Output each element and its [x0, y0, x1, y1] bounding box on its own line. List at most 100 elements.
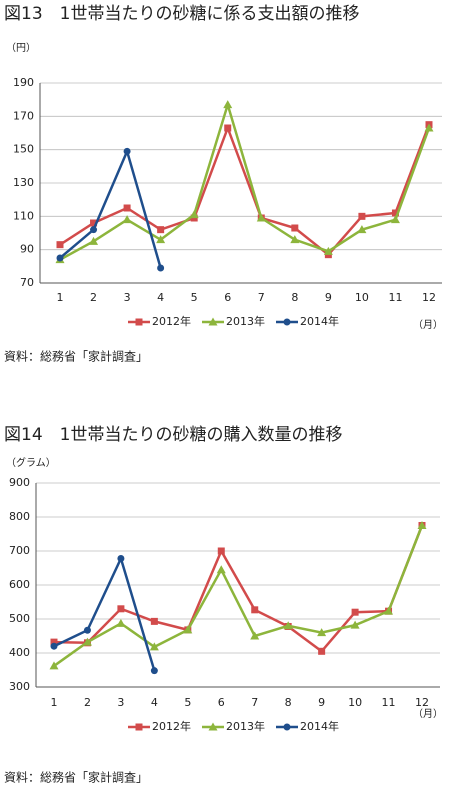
marker	[256, 213, 266, 222]
marker	[357, 225, 367, 234]
y-tick-label: 600	[9, 578, 30, 591]
legend-label: 2013年	[226, 314, 265, 328]
marker	[216, 565, 226, 574]
series-line	[59, 100, 431, 261]
marker	[223, 100, 233, 109]
y-tick-label: 900	[9, 476, 30, 489]
x-tick-label: 7	[258, 291, 265, 304]
marker	[149, 642, 159, 651]
marker	[251, 606, 259, 614]
x-tick-label: 1	[57, 291, 64, 304]
marker	[390, 215, 400, 224]
marker	[49, 661, 59, 670]
marker	[116, 618, 126, 627]
marker	[317, 628, 327, 637]
x-tick-label: 11	[382, 696, 396, 709]
marker	[50, 642, 58, 650]
marker	[189, 210, 199, 219]
legend-marker	[283, 318, 291, 326]
x-axis-label: （月）	[413, 708, 443, 720]
marker	[323, 246, 333, 255]
marker	[90, 226, 98, 234]
marker	[157, 264, 165, 272]
y-tick-label: 70	[20, 276, 34, 289]
x-tick-label: 8	[285, 696, 292, 709]
source: 資料：総務省「家計調査」	[4, 770, 148, 785]
series-line	[59, 124, 431, 257]
y-tick-label: 300	[9, 680, 30, 693]
x-tick-label: 5	[191, 291, 198, 304]
legend-marker	[135, 318, 143, 326]
marker	[122, 215, 132, 224]
marker	[123, 147, 131, 155]
series-line	[53, 554, 156, 672]
legend-label: 2012年	[152, 314, 191, 328]
y-tick-label: 130	[13, 176, 34, 189]
marker	[351, 608, 359, 616]
x-tick-label: 3	[117, 696, 124, 709]
x-tick-label: 11	[388, 291, 402, 304]
marker	[156, 235, 166, 244]
legend-marker	[208, 317, 218, 326]
chart-title: 図13 1世帯当たりの砂糖に係る支出額の推移	[4, 4, 359, 24]
marker	[424, 123, 434, 132]
x-tick-label: 7	[251, 696, 258, 709]
marker	[391, 209, 399, 217]
legend-label: 2012年	[152, 719, 191, 733]
marker	[56, 241, 64, 249]
marker	[217, 547, 225, 555]
x-tick-label: 4	[151, 696, 158, 709]
x-tick-label: 9	[318, 696, 325, 709]
y-axis-label: （円）	[6, 42, 36, 54]
marker	[117, 605, 125, 613]
marker	[224, 124, 232, 132]
marker	[157, 226, 165, 234]
y-tick-label: 110	[13, 209, 34, 222]
series-line	[53, 525, 424, 667]
marker	[417, 521, 427, 529]
x-tick-label: 5	[184, 696, 191, 709]
x-tick-label: 6	[224, 291, 231, 304]
marker	[250, 631, 260, 640]
y-tick-label: 190	[13, 76, 34, 89]
marker	[318, 647, 326, 655]
y-tick-label: 170	[13, 109, 34, 122]
marker	[150, 667, 158, 675]
x-axis-label: （月）	[413, 319, 443, 331]
x-tick-label: 12	[422, 291, 436, 304]
series-line	[53, 525, 424, 653]
x-tick-label: 6	[218, 696, 225, 709]
x-tick-label: 9	[325, 291, 332, 304]
marker	[56, 254, 64, 262]
x-tick-label: 2	[90, 291, 97, 304]
x-tick-label: 10	[348, 696, 362, 709]
marker	[350, 620, 360, 629]
x-tick-label: 3	[124, 291, 131, 304]
y-tick-label: 90	[20, 243, 34, 256]
marker	[384, 606, 394, 615]
y-tick-label: 700	[9, 544, 30, 557]
x-tick-label: 4	[157, 291, 164, 304]
x-tick-label: 1	[51, 696, 58, 709]
marker	[90, 219, 98, 227]
x-tick-label: 2	[84, 696, 91, 709]
legend-label: 2014年	[300, 719, 339, 733]
legend-marker	[283, 723, 291, 731]
legend-label: 2014年	[300, 314, 339, 328]
y-tick-label: 400	[9, 646, 30, 659]
y-tick-label: 800	[9, 510, 30, 523]
marker	[150, 617, 158, 625]
marker	[358, 212, 366, 220]
legend-marker	[208, 722, 218, 731]
marker	[290, 235, 300, 244]
y-axis-label: （グラム）	[6, 456, 56, 469]
marker	[117, 554, 125, 562]
marker	[291, 224, 299, 232]
marker	[123, 204, 131, 212]
y-tick-label: 500	[9, 612, 30, 625]
source: 資料：総務省「家計調査」	[4, 349, 148, 364]
marker	[50, 638, 58, 646]
x-tick-label: 10	[355, 291, 369, 304]
series-line	[59, 147, 162, 269]
